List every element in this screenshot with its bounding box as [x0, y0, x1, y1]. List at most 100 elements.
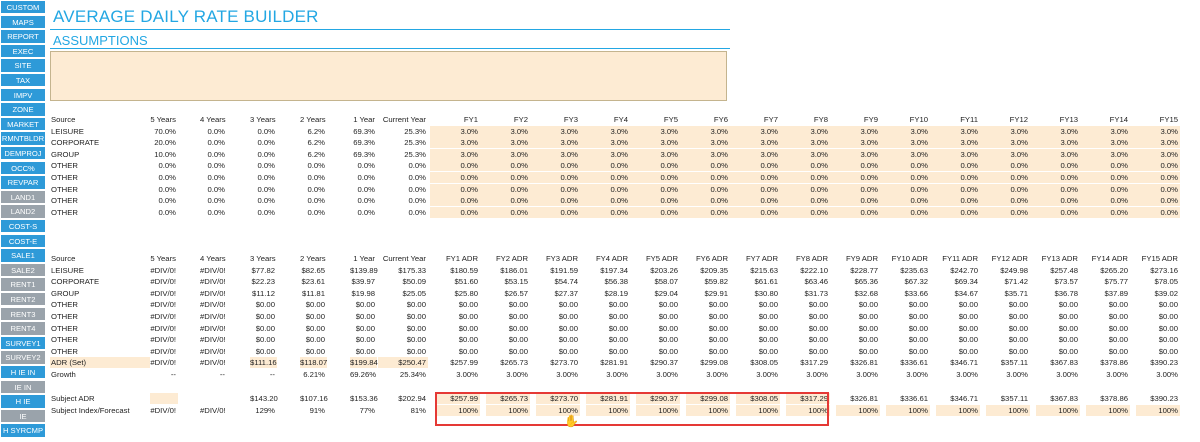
table-cell[interactable]: #DIV/0! — [150, 358, 176, 368]
table-cell[interactable]: $11.12 — [252, 288, 275, 298]
table-cell[interactable]: 100% — [436, 404, 480, 416]
table-cell[interactable]: $326.81 — [850, 358, 878, 368]
table-cell[interactable]: 3.00% — [606, 370, 628, 379]
table-cell[interactable]: $0.00 — [1058, 300, 1078, 310]
table-cell[interactable]: $0.00 — [958, 335, 978, 345]
table-cell[interactable]: 0.0% — [680, 172, 730, 183]
table-cell[interactable]: 0.0% — [880, 172, 930, 183]
sheet-tab-button[interactable]: RENT4 — [1, 322, 45, 336]
table-cell[interactable]: 0.0% — [980, 183, 1030, 195]
table-cell[interactable]: 3.00% — [906, 370, 928, 379]
sheet-tab-button[interactable]: IE IN — [1, 380, 45, 394]
table-cell[interactable]: $242.70 — [950, 265, 978, 275]
table-cell[interactable]: $0.00 — [608, 300, 628, 310]
table-cell[interactable]: 100% — [986, 404, 1030, 416]
table-cell[interactable]: 0.0% — [930, 160, 980, 172]
table-cell[interactable]: $0.00 — [708, 312, 728, 321]
table-cell[interactable]: 3.00% — [1006, 370, 1028, 379]
table-cell[interactable]: 3.0% — [880, 137, 930, 149]
table-cell[interactable]: 0.0% — [480, 172, 530, 183]
table-cell[interactable]: $143.20 — [250, 394, 278, 403]
table-cell[interactable]: $0.00 — [255, 346, 275, 356]
table-cell[interactable]: $0.00 — [758, 300, 778, 310]
table-cell[interactable]: $0.00 — [558, 312, 578, 321]
table-cell[interactable]: $326.81 — [850, 394, 878, 403]
sheet-tab-button[interactable]: COST-S — [1, 220, 45, 234]
sheet-tab-button[interactable]: IE — [1, 409, 45, 424]
table-cell[interactable]: $0.00 — [708, 323, 728, 333]
table-cell[interactable]: 77% — [359, 405, 375, 415]
table-cell[interactable]: $107.16 — [300, 394, 328, 403]
table-cell[interactable]: 0.0% — [408, 207, 426, 217]
table-cell[interactable]: $0.00 — [908, 346, 928, 356]
table-cell[interactable]: 0.0% — [257, 173, 275, 182]
table-cell[interactable]: $0.00 — [1058, 335, 1078, 345]
table-cell[interactable]: 0.0% — [1030, 195, 1080, 207]
table-cell[interactable]: $0.00 — [1158, 346, 1178, 356]
table-cell[interactable]: 0.0% — [257, 207, 275, 217]
assumptions-notes-input[interactable] — [50, 51, 727, 101]
sheet-tab-button[interactable]: REVPAR — [1, 176, 45, 190]
table-cell[interactable]: 100% — [836, 404, 880, 416]
table-cell[interactable]: $0.00 — [458, 346, 478, 356]
table-cell[interactable]: 0.0% — [1030, 183, 1080, 195]
table-cell[interactable]: 0.0% — [357, 184, 375, 194]
table-cell[interactable]: 0.0% — [430, 195, 480, 207]
table-cell[interactable]: $82.65 — [301, 265, 325, 275]
table-cell[interactable]: $0.00 — [708, 335, 728, 345]
table-cell[interactable]: 0.0% — [408, 184, 426, 194]
table-cell[interactable]: #DIV/0! — [150, 312, 176, 321]
table-cell[interactable]: 25.3% — [404, 138, 426, 148]
table-cell[interactable]: $0.00 — [558, 346, 578, 356]
table-cell[interactable]: $32.68 — [854, 288, 878, 298]
table-cell[interactable]: 0.0% — [408, 196, 426, 206]
table-cell[interactable]: $39.97 — [351, 277, 375, 287]
table-cell[interactable]: $56.38 — [604, 277, 628, 287]
sheet-tab-button[interactable]: RENT3 — [1, 307, 45, 321]
table-cell[interactable]: $265.20 — [1100, 265, 1128, 275]
table-cell[interactable]: 3.00% — [706, 370, 728, 379]
table-cell[interactable]: $139.89 — [350, 265, 378, 275]
table-cell[interactable]: $0.00 — [658, 312, 678, 321]
table-cell[interactable]: $0.00 — [1108, 312, 1128, 321]
table-cell[interactable]: $30.80 — [754, 288, 778, 298]
table-cell[interactable]: $390.23 — [1150, 358, 1178, 368]
table-cell[interactable]: 3.0% — [730, 137, 780, 149]
table-cell[interactable]: $290.37 — [636, 393, 680, 404]
table-cell[interactable]: $273.70 — [550, 358, 578, 368]
table-cell[interactable]: -- — [170, 370, 176, 379]
table-cell[interactable]: $27.37 — [554, 288, 578, 298]
table-cell[interactable]: $265.73 — [500, 358, 528, 368]
table-cell[interactable]: $71.42 — [1004, 277, 1028, 287]
table-cell[interactable]: $0.00 — [658, 300, 678, 310]
table-cell[interactable]: 3.00% — [1156, 370, 1178, 379]
table-cell[interactable]: 3.0% — [830, 137, 880, 149]
table-cell[interactable]: $0.00 — [908, 300, 928, 310]
sheet-tab-button[interactable]: DEMPROJ — [1, 147, 45, 161]
table-cell[interactable]: $308.05 — [750, 358, 778, 368]
table-cell[interactable]: 0.0% — [257, 161, 275, 171]
table-cell[interactable]: $29.04 — [654, 288, 678, 298]
table-cell[interactable]: $0.00 — [1108, 300, 1128, 310]
table-cell[interactable]: 3.0% — [1130, 137, 1180, 149]
table-cell[interactable]: 0.0% — [1080, 172, 1130, 183]
table-cell[interactable]: $0.00 — [355, 346, 375, 356]
table-cell[interactable]: 0.0% — [480, 183, 530, 195]
table-cell[interactable]: #DIV/0! — [150, 323, 176, 333]
table-cell[interactable]: 3.0% — [1030, 148, 1080, 160]
table-cell[interactable]: $336.61 — [900, 358, 928, 368]
table-cell[interactable]: $0.00 — [808, 300, 828, 310]
table-cell[interactable]: 20.0% — [154, 138, 176, 148]
sheet-tab-button[interactable]: LAND1 — [1, 190, 45, 205]
sheet-tab-button[interactable]: MAPS — [1, 15, 45, 29]
table-cell[interactable]: $0.00 — [1058, 323, 1078, 333]
table-cell[interactable]: 0.0% — [307, 173, 325, 182]
table-cell[interactable]: 0.0% — [207, 126, 225, 136]
table-cell[interactable]: 3.00% — [1106, 370, 1128, 379]
table-cell[interactable]: 3.0% — [580, 148, 630, 160]
table-cell[interactable]: 0.0% — [730, 160, 780, 172]
table-cell[interactable]: $357.11 — [1000, 358, 1028, 368]
table-cell[interactable]: $0.00 — [305, 335, 325, 345]
table-cell[interactable]: 3.0% — [580, 137, 630, 149]
table-cell[interactable]: 3.0% — [630, 125, 680, 137]
